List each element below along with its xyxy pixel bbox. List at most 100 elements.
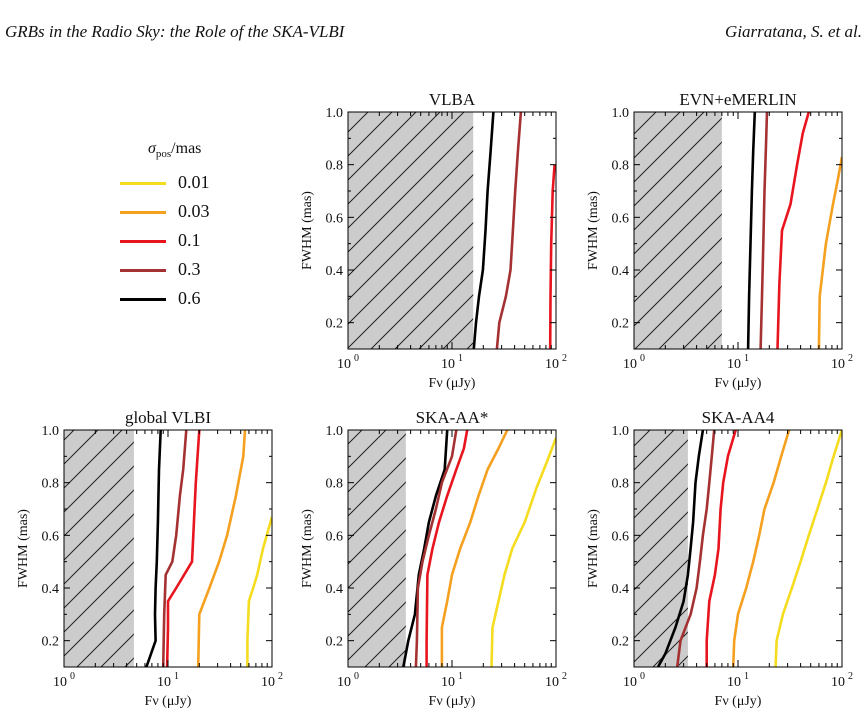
series-line-0.01 [490,437,556,667]
x-tick-exponent: 0 [354,353,359,364]
x-tick-exponent: 0 [70,671,75,682]
y-axis-label: FWHM (mas) [300,509,315,588]
x-tick-label: 10 [831,357,845,372]
series-line-0.6 [746,112,757,349]
chart-legend: σpos/mas 0.01 0.03 0.1 0.3 0.6 [120,140,260,320]
x-tick-label: 10 [727,675,741,690]
series-line-0.3 [759,112,769,349]
x-tick-exponent: 1 [458,353,463,364]
legend-title-unit: /mas [171,140,202,157]
legend-swatch [120,182,166,185]
panel-title: SKA-AA4 [702,408,775,427]
legend-swatch [120,211,166,214]
y-tick-label: 0.4 [612,582,630,597]
x-tick-exponent: 2 [278,671,283,682]
legend-item-0.01: 0.01 [120,170,260,196]
legend-swatch [120,240,166,243]
series-line-0.3 [495,112,523,349]
x-axis-label: Fν (μJy) [429,376,476,391]
x-tick-label: 10 [727,357,741,372]
legend-label: 0.6 [178,288,201,308]
y-axis-label: FWHM (mas) [586,191,601,270]
series-line-0.03 [196,430,247,667]
series-line-0.3 [675,430,716,667]
legend-item-0.1: 0.1 [120,228,260,254]
x-tick-exponent: 1 [744,671,749,682]
y-tick-label: 0.6 [326,529,344,544]
y-tick-label: 0.8 [326,159,344,174]
y-tick-label: 0.2 [326,635,344,650]
series-line-0.03 [440,430,509,667]
x-axis-label: Fν (μJy) [715,376,762,391]
y-tick-label: 0.8 [612,159,630,174]
panel-title: EVN+eMERLIN [679,90,796,109]
x-tick-exponent: 0 [640,353,645,364]
x-tick-label: 10 [337,357,351,372]
x-tick-label: 10 [441,675,455,690]
x-tick-label: 10 [441,357,455,372]
x-tick-exponent: 1 [458,671,463,682]
x-tick-label: 10 [623,675,637,690]
legend-label: 0.1 [178,230,201,250]
x-tick-exponent: 1 [744,353,749,364]
y-tick-label: 0.4 [42,582,60,597]
x-axis-label: Fν (μJy) [145,694,192,709]
series-line-0.6 [472,112,495,349]
y-tick-label: 1.0 [612,106,630,121]
y-tick-label: 0.4 [326,582,344,597]
x-tick-label: 10 [623,357,637,372]
x-tick-label: 10 [157,675,171,690]
y-tick-label: 1.0 [612,424,630,439]
y-axis-label: FWHM (mas) [16,509,31,588]
x-tick-label: 10 [53,675,67,690]
y-tick-label: 0.2 [612,317,630,332]
y-tick-label: 0.8 [326,477,344,492]
excluded-region [634,112,722,349]
y-tick-label: 0.2 [612,635,630,650]
y-tick-label: 1.0 [326,424,344,439]
x-tick-label: 10 [831,675,845,690]
y-tick-label: 0.6 [42,529,60,544]
y-tick-label: 1.0 [326,106,344,121]
y-tick-label: 0.4 [612,264,630,279]
x-tick-exponent: 1 [174,671,179,682]
x-tick-exponent: 0 [354,671,359,682]
x-tick-exponent: 2 [848,353,853,364]
legend-item-0.6: 0.6 [120,286,260,312]
panel-title: SKA-AA* [416,408,489,427]
series-line-0.3 [161,430,188,667]
y-axis-label: FWHM (mas) [586,509,601,588]
x-axis-label: Fν (μJy) [715,694,762,709]
x-tick-label: 10 [337,675,351,690]
series-line-0.01 [774,430,842,667]
x-tick-exponent: 2 [562,671,567,682]
panel-title: global VLBI [125,408,211,427]
y-tick-label: 0.8 [612,477,630,492]
y-tick-label: 0.2 [42,635,60,650]
legend-swatch [120,269,166,272]
running-authors: Giarratana, S. et al. [725,22,862,41]
series-line-0.1 [548,164,556,349]
y-tick-label: 0.6 [612,529,630,544]
y-tick-label: 0.6 [612,211,630,226]
page-header: GRBs in the Radio Sky: the Role of the S… [0,22,867,46]
y-tick-label: 0.4 [326,264,344,279]
legend-label: 0.03 [178,201,210,221]
x-tick-exponent: 0 [640,671,645,682]
series-line-0.1 [776,112,811,349]
x-axis-label: Fν (μJy) [429,694,476,709]
panel-title: VLBA [429,90,476,109]
series-line-0.03 [817,156,842,349]
series-line-0.1 [425,430,469,667]
y-tick-label: 1.0 [42,424,60,439]
legend-label: 0.01 [178,172,210,192]
series-line-0.6 [656,430,705,667]
legend-label: 0.3 [178,259,201,279]
x-tick-label: 10 [261,675,275,690]
legend-item-0.03: 0.03 [120,199,260,225]
